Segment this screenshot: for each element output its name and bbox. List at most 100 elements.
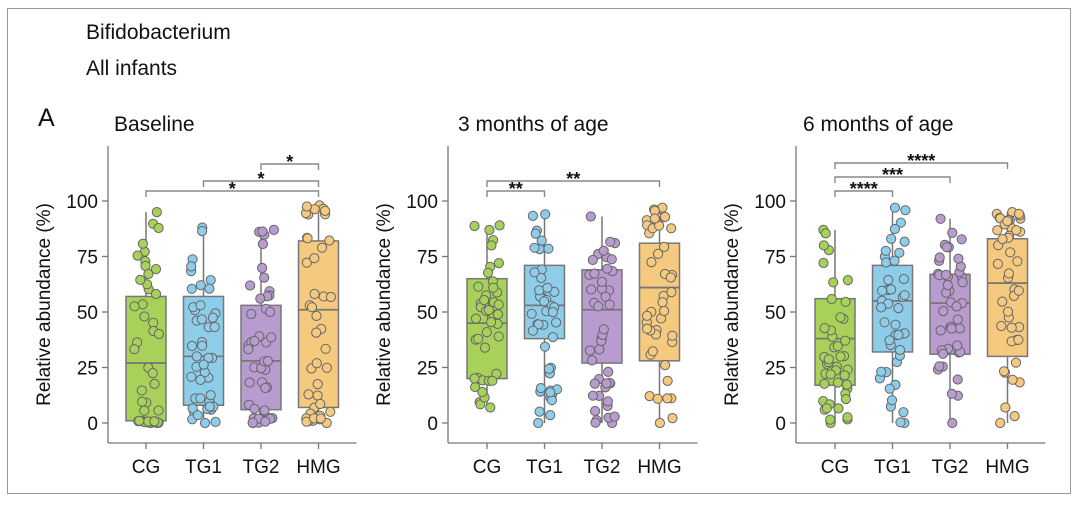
- data-point: [483, 305, 494, 316]
- x-tick-label: HMG: [637, 457, 681, 478]
- data-point: [259, 405, 270, 416]
- data-point: [998, 366, 1010, 377]
- data-point: [600, 291, 611, 302]
- data-point: [594, 344, 605, 355]
- data-point: [493, 299, 504, 310]
- data-point: [129, 301, 140, 312]
- data-point: [946, 323, 957, 334]
- data-point: [890, 319, 901, 330]
- data-point: [825, 369, 836, 380]
- data-point: [136, 385, 147, 396]
- y-tick-label: 75: [77, 248, 98, 269]
- data-point: [244, 377, 255, 388]
- data-point: [997, 296, 1008, 307]
- data-point: [957, 277, 968, 288]
- data-point: [1003, 268, 1015, 279]
- data-point: [942, 280, 953, 291]
- data-point: [646, 257, 657, 268]
- data-point: [186, 283, 197, 294]
- significance-label: **: [509, 179, 523, 199]
- significance-bracket: [486, 180, 661, 187]
- significance-label: ***: [882, 165, 903, 185]
- significance-label: *: [257, 169, 264, 189]
- data-point: [895, 417, 906, 428]
- data-point: [596, 276, 608, 287]
- data-point: [149, 378, 160, 389]
- data-point: [828, 277, 839, 288]
- y-tick-label: 25: [77, 359, 98, 380]
- data-point: [940, 269, 952, 280]
- data-point: [260, 382, 271, 394]
- data-point: [894, 247, 905, 258]
- data-point: [1007, 374, 1018, 385]
- data-point: [153, 328, 164, 340]
- data-point: [602, 396, 614, 407]
- data-point: [321, 362, 332, 373]
- data-point: [604, 299, 615, 310]
- data-point: [935, 213, 946, 224]
- data-point: [302, 233, 313, 244]
- data-point: [477, 386, 488, 398]
- data-point: [153, 222, 164, 234]
- data-point: [486, 317, 497, 328]
- y-tick-label: 0: [427, 414, 438, 435]
- data-point: [257, 262, 268, 273]
- data-point: [486, 240, 497, 251]
- data-point: [324, 235, 335, 246]
- data-point: [309, 253, 320, 264]
- data-point: [893, 303, 904, 314]
- data-point: [819, 323, 830, 334]
- data-point: [551, 317, 562, 328]
- data-point: [662, 375, 673, 386]
- data-point: [818, 240, 830, 251]
- significance-bracket: [145, 190, 320, 197]
- data-point: [150, 264, 162, 275]
- data-point: [1011, 225, 1022, 236]
- data-point: [602, 263, 613, 274]
- x-tick-label: HMG: [296, 457, 340, 478]
- data-point: [195, 280, 206, 291]
- data-point: [665, 272, 676, 283]
- data-point: [150, 288, 162, 300]
- data-point: [247, 417, 258, 428]
- data-point: [941, 242, 952, 253]
- data-point: [893, 329, 904, 340]
- y-axis-label: Relative abundance (%): [722, 203, 743, 406]
- data-point: [527, 325, 539, 336]
- data-point: [197, 340, 208, 351]
- significance-label: *: [229, 179, 236, 199]
- data-point: [139, 405, 150, 416]
- data-point: [535, 383, 547, 394]
- data-point: [585, 211, 596, 222]
- data-point: [947, 417, 958, 429]
- data-point: [320, 343, 331, 354]
- data-point: [946, 388, 958, 399]
- data-point: [667, 413, 678, 424]
- data-point: [1002, 216, 1013, 227]
- data-point: [820, 228, 831, 239]
- data-point: [137, 396, 148, 407]
- data-point: [473, 333, 484, 344]
- data-point: [935, 325, 946, 336]
- data-point: [149, 416, 160, 427]
- data-point: [842, 275, 854, 286]
- data-point: [186, 371, 197, 382]
- data-point: [191, 351, 202, 362]
- data-point: [819, 378, 830, 389]
- data-point: [884, 335, 895, 346]
- y-tick-label: 100: [66, 192, 98, 213]
- data-point: [589, 268, 600, 279]
- significance-bracket: [834, 176, 951, 183]
- data-point: [547, 332, 559, 343]
- data-point: [889, 255, 900, 266]
- data-point: [666, 287, 677, 298]
- data-point: [832, 341, 843, 352]
- data-point: [641, 310, 653, 321]
- data-point: [266, 332, 277, 343]
- x-tick-label: TG1: [874, 457, 911, 478]
- data-point: [956, 234, 967, 245]
- data-point: [530, 228, 541, 239]
- data-point: [889, 223, 901, 235]
- data-point: [997, 234, 1008, 245]
